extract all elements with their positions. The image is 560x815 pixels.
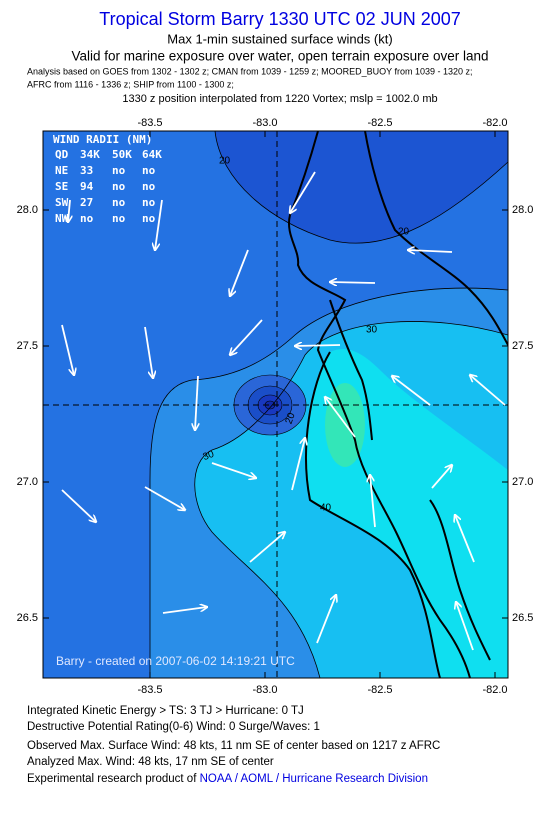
x-tick-label: -83.5 [137, 684, 162, 696]
analysis-line: Analysis based on GOES from 1302 - 1302 … [27, 66, 473, 76]
x-tick-label: -83.0 [252, 684, 277, 696]
wind-radii-cell: no [112, 212, 126, 225]
x-tick-label: -82.5 [367, 117, 392, 129]
contour-label: 20 [284, 411, 298, 426]
wind-radii-cell: 27 [80, 196, 93, 209]
x-tick-label: -82.0 [482, 684, 507, 696]
position-note: 1330 z position interpolated from 1220 V… [122, 93, 437, 105]
y-tick-label: 28.0 [512, 204, 533, 216]
wind-radii-cell: 33 [80, 164, 93, 177]
wind-radii-cell: no [142, 164, 156, 177]
wind-vectors [61, 171, 506, 651]
contour-label: 40 [320, 503, 332, 514]
wind-radii-cell: no [142, 212, 156, 225]
wind-radii-cell: no [112, 164, 126, 177]
subtitle: Max 1-min sustained surface winds (kt) [167, 31, 392, 46]
wind-field [215, 131, 508, 244]
wind-radii-header: 34K [80, 148, 100, 161]
contour-label: 20 [219, 156, 231, 167]
wind-radii-cell: no [142, 180, 156, 193]
y-tick-label: 28.0 [17, 204, 38, 216]
validity: Valid for marine exposure over water, op… [72, 49, 489, 64]
y-tick-label: 27.0 [512, 476, 533, 488]
y-tick-label: 27.0 [17, 476, 38, 488]
wind-radii-cell: NW [55, 212, 69, 225]
x-tick-label: -82.5 [367, 684, 392, 696]
wind-radii-title: WIND RADII (NM) [53, 133, 152, 146]
contour-label: 30 [366, 325, 378, 336]
wind-radii-table: QD 34K 50K 64K NE 33 no no SE 94 no no SW 27 no no NW no n… [55, 148, 162, 225]
credit: Barry - created on 2007-06-02 14:19:21 U… [56, 654, 295, 668]
analysis-line: AFRC from 1116 - 1336 z; SHIP from 1100 … [27, 79, 234, 89]
wind-radii-cell: NE [55, 164, 68, 177]
y-tick-label: 27.5 [512, 340, 533, 352]
x-tick-label: -83.5 [137, 117, 162, 129]
axis-ticks: -83.5 -83.5 -83.0 -83.0 -82.5 -82.5 -82.0 -82.0… [17, 117, 534, 696]
x-tick-label: -83.0 [252, 117, 277, 129]
footer-line: Observed Max. Surface Wind: 48 kts, 11 n… [27, 740, 440, 752]
footer-line: Integrated Kinetic Energy > TS: 3 TJ > H… [27, 705, 304, 717]
wind-radii-cell: SW [55, 196, 69, 209]
wind-radii-header: 64K [142, 148, 162, 161]
footer-line: Analyzed Max. Wind: 48 kts, 17 nm SE of … [27, 756, 274, 768]
wind-radii-cell: no [80, 212, 94, 225]
y-tick-label: 27.5 [17, 340, 38, 352]
wind-radii-header: QD [55, 148, 69, 161]
x-tick-label: -82.0 [482, 117, 507, 129]
wind-radii-cell: no [142, 196, 156, 209]
y-tick-label: 26.5 [17, 612, 38, 624]
contours [149, 131, 508, 678]
contour-label: 30 [201, 449, 216, 463]
coastline [287, 131, 508, 678]
map-area: 20 20 30 20 30 40 WIND RADII (NM) QD 34K 5… [43, 131, 508, 678]
footer-credit: Experimental research product of NOAA / … [27, 773, 428, 785]
wind-radii-cell: SE [55, 180, 68, 193]
map-frame [42, 130, 509, 679]
title: Tropical Storm Barry 1330 UTC 02 JUN 200… [99, 9, 460, 29]
wind-radii-header: 50K [112, 148, 132, 161]
wind-radii-cell: no [112, 180, 126, 193]
footer-credit-text: Experimental research product of [27, 773, 200, 785]
footer-line: Destructive Potential Rating(0-6) Wind: … [27, 721, 320, 733]
footer-credit-link: NOAA / AOML / Hurricane Research Divisio… [200, 773, 428, 785]
wind-radii-cell: 94 [80, 180, 94, 193]
y-tick-label: 26.5 [512, 612, 533, 624]
contour-label: 20 [398, 227, 410, 238]
wind-radii-cell: no [112, 196, 126, 209]
